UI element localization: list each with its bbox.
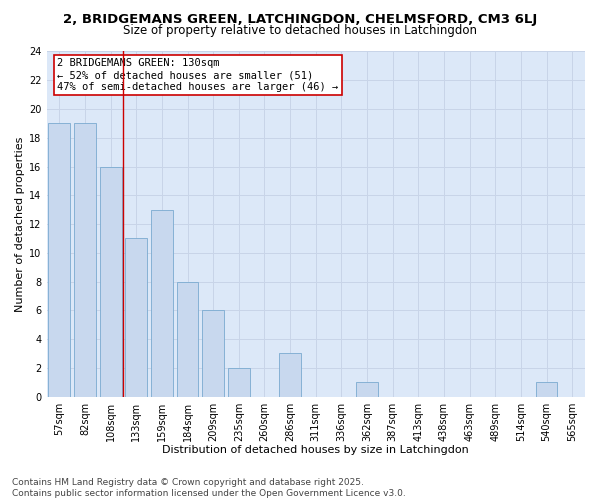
Text: 2, BRIDGEMANS GREEN, LATCHINGDON, CHELMSFORD, CM3 6LJ: 2, BRIDGEMANS GREEN, LATCHINGDON, CHELMS… [63,12,537,26]
Y-axis label: Number of detached properties: Number of detached properties [15,136,25,312]
Text: 2 BRIDGEMANS GREEN: 130sqm
← 52% of detached houses are smaller (51)
47% of semi: 2 BRIDGEMANS GREEN: 130sqm ← 52% of deta… [57,58,338,92]
Bar [100,166,122,396]
Bar [176,282,199,397]
Bar [536,382,557,396]
X-axis label: Distribution of detached houses by size in Latchingdon: Distribution of detached houses by size … [163,445,469,455]
Bar [228,368,250,396]
Bar [49,124,70,396]
Bar [202,310,224,396]
Bar [356,382,378,396]
Bar [125,238,147,396]
Text: Size of property relative to detached houses in Latchingdon: Size of property relative to detached ho… [123,24,477,37]
Bar [151,210,173,396]
Bar [279,354,301,397]
Bar [74,124,96,396]
Text: Contains HM Land Registry data © Crown copyright and database right 2025.
Contai: Contains HM Land Registry data © Crown c… [12,478,406,498]
